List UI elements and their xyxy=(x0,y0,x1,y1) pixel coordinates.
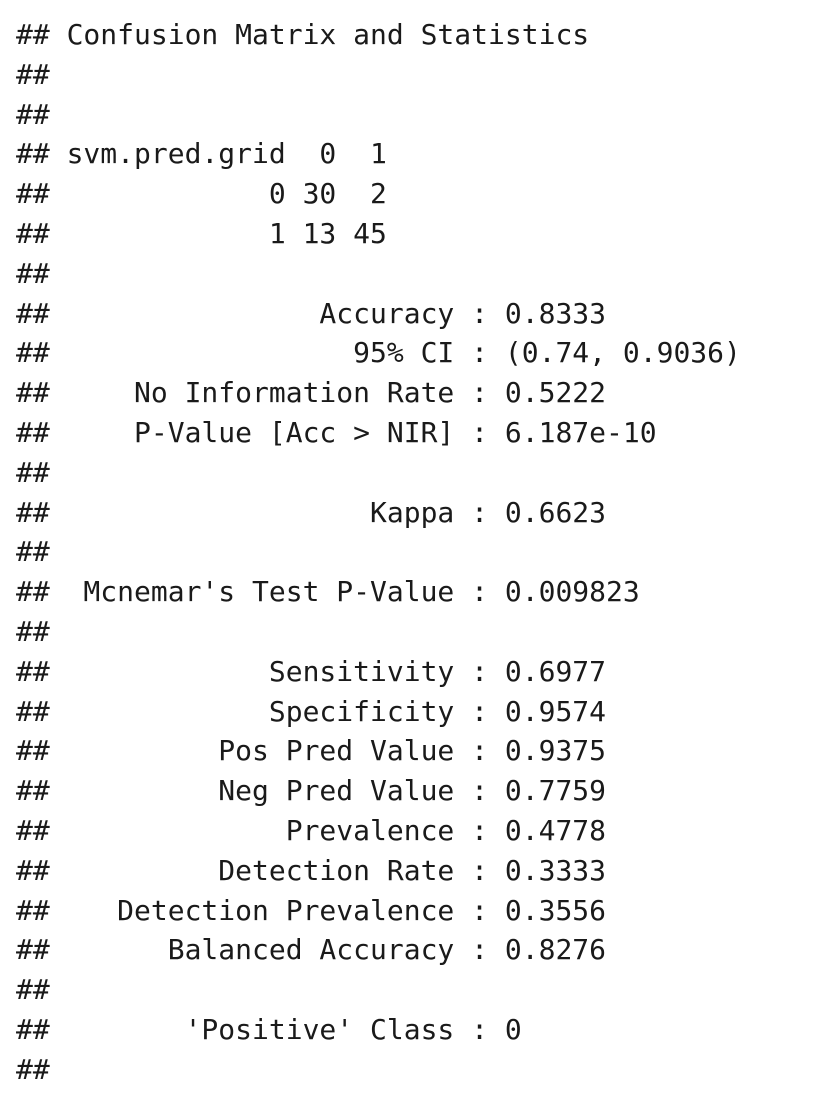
stat-accuracy: ## Accuracy : 0.8333 xyxy=(16,296,607,330)
output-line-blank: ## xyxy=(16,973,50,1007)
confusion-matrix-row: ## 1 13 45 xyxy=(16,216,387,250)
output-line-blank: ## xyxy=(16,256,50,290)
stat-positive-class: ## 'Positive' Class : 0 xyxy=(16,1012,522,1046)
stat-mcnemar-p-value: ## Mcnemar's Test P-Value : 0.009823 xyxy=(16,575,640,609)
stat-confidence-interval: ## 95% CI : (0.74, 0.9036) xyxy=(16,336,741,370)
stat-kappa: ## Kappa : 0.6623 xyxy=(16,495,607,529)
stat-neg-pred-value: ## Neg Pred Value : 0.7759 xyxy=(16,774,607,808)
console-output: ## Confusion Matrix and Statistics ## ## ##… xyxy=(16,15,741,1090)
output-heading: ## Confusion Matrix and Statistics xyxy=(16,18,590,51)
output-line-blank: ## xyxy=(16,97,50,131)
stat-pos-pred-value: ## Pos Pred Value : 0.9375 xyxy=(16,734,607,768)
stat-no-information-rate: ## No Information Rate : 0.5222 xyxy=(16,376,607,410)
output-line-blank: ## xyxy=(16,1052,50,1086)
stat-p-value: ## P-Value [Acc > NIR] : 6.187e-10 xyxy=(16,415,657,449)
stat-balanced-accuracy: ## Balanced Accuracy : 0.8276 xyxy=(16,933,607,967)
output-line-blank: ## xyxy=(16,57,50,91)
stat-detection-prevalence: ## Detection Prevalence : 0.3556 xyxy=(16,893,607,927)
stat-prevalence: ## Prevalence : 0.4778 xyxy=(16,813,607,847)
stat-specificity: ## Specificity : 0.9574 xyxy=(16,694,607,728)
stat-detection-rate: ## Detection Rate : 0.3333 xyxy=(16,853,607,887)
confusion-matrix-header: ## svm.pred.grid 0 1 xyxy=(16,137,387,171)
output-line-blank: ## xyxy=(16,614,50,648)
output-line-blank: ## xyxy=(16,455,50,489)
output-line-blank: ## xyxy=(16,535,50,569)
confusion-matrix-row: ## 0 30 2 xyxy=(16,177,387,211)
stat-sensitivity: ## Sensitivity : 0.6977 xyxy=(16,654,607,688)
